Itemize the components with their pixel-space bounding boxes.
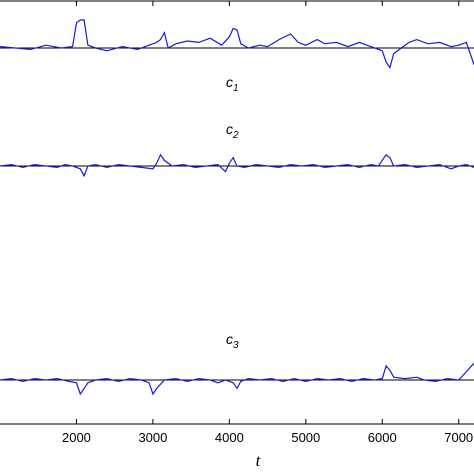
panel-3-label: c3 (226, 331, 239, 351)
panel-2-label-main: c (226, 121, 233, 137)
panel-3-label-subscript: 3 (233, 340, 239, 351)
panel-2-label: c2 (226, 121, 239, 141)
panel-2: c2 (0, 121, 474, 178)
panel-3-label-main: c (226, 331, 233, 347)
x-ticks-group: 2000 3000 4000 5000 6000 7000 (62, 1, 473, 445)
panel-1-series-line (0, 19, 474, 70)
x-axis-title: t (256, 451, 262, 470)
panel-1-label-main: c (226, 74, 233, 90)
panel-2-label-subscript: 2 (232, 130, 239, 141)
x-tick-label: 4000 (215, 430, 244, 445)
x-tick-label: 7000 (444, 430, 473, 445)
panel-2-series-line (0, 153, 474, 178)
panel-3: c3 (0, 331, 474, 396)
panel-1: c1 (0, 19, 474, 94)
x-tick-label: 6000 (368, 430, 397, 445)
panel-1-label-subscript: 1 (233, 83, 239, 94)
x-tick-label: 5000 (291, 430, 320, 445)
x-tick-label: 3000 (138, 430, 167, 445)
panel-1-label: c1 (226, 74, 239, 94)
x-tick-label: 2000 (62, 430, 91, 445)
panel-3-series-line (0, 362, 474, 396)
